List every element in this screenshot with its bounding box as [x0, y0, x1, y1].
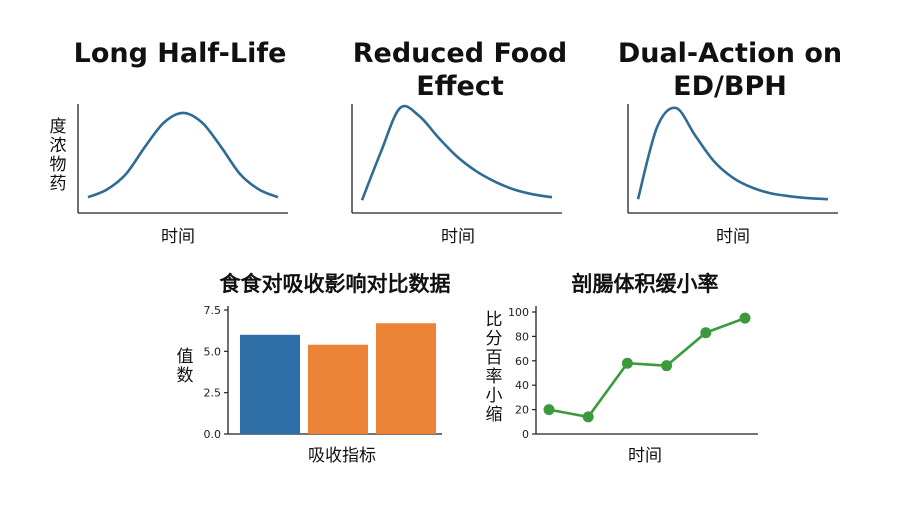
panel2-curve	[360, 104, 553, 201]
line-ytick-label: 0	[522, 428, 529, 441]
bar-chart-xlabel: 吸收指标	[308, 446, 376, 466]
bar-ytick-label: 0.0	[204, 428, 222, 441]
line-ylabel-char: 率	[485, 367, 503, 387]
bar-ytick-label: 5.0	[204, 345, 222, 358]
bar	[308, 344, 368, 434]
panel3-xlabel: 时间	[716, 227, 750, 247]
bar-chart-ylabel: 值 数	[175, 348, 195, 386]
bar-chart-title: 食食对吸收影响对比数据	[219, 272, 451, 296]
panel2-title-line1: Reduced Food	[352, 38, 568, 69]
line-ylabel-char: 比	[485, 310, 503, 330]
panel2-axes	[351, 104, 562, 214]
panel3-curve	[636, 106, 829, 201]
panel2-title: Reduced Food Effect	[330, 37, 590, 103]
panel1-axes	[77, 104, 288, 214]
bar-ytick-label: 7.5	[204, 304, 222, 317]
line-point	[661, 360, 673, 372]
line-series	[548, 316, 746, 419]
panel1-ylabel-char: 物	[49, 155, 67, 175]
panel1-title: Long Half-Life	[60, 37, 300, 70]
panel1-curve	[87, 111, 279, 199]
line-ytick-label: 60	[515, 355, 529, 368]
panel3-axes	[627, 104, 838, 214]
panel3-title-line2: ED/BPH	[673, 71, 787, 102]
line-point	[582, 411, 594, 423]
line-point	[543, 404, 555, 416]
panel1-ylabel-char: 度	[49, 117, 67, 137]
line-ylabel-char: 缩	[485, 405, 503, 425]
panel3-title-line1: Dual-Action on	[617, 38, 843, 69]
bar-ylabel-char: 数	[176, 366, 194, 386]
panel1-ylabel-char: 浓	[49, 136, 67, 156]
bar	[376, 323, 436, 434]
panel1-title-line1: Long Half-Life	[73, 38, 287, 69]
line-ylabel-char: 小	[485, 386, 503, 406]
line-ytick-label: 80	[515, 330, 529, 343]
line-ylabel-char: 百	[485, 348, 503, 368]
line-ytick-label: 20	[515, 404, 529, 417]
panel3-title: Dual-Action on ED/BPH	[600, 37, 860, 103]
line-point	[700, 327, 712, 339]
line-ylabel-char: 分	[485, 329, 503, 349]
line-point	[739, 312, 751, 324]
panel1-xlabel: 时间	[161, 227, 195, 247]
line-chart-title: 剖腸体积缓小率	[571, 272, 719, 296]
panel2-xlabel: 时间	[441, 227, 475, 247]
line-chart-xlabel: 时间	[628, 446, 662, 466]
bar-ylabel-char: 值	[176, 347, 194, 367]
line-ytick-label: 40	[515, 379, 529, 392]
panel2-title-line2: Effect	[416, 71, 504, 102]
line-point	[621, 357, 633, 369]
line-ytick-label: 100	[508, 306, 529, 319]
bar-ytick-label: 2.5	[204, 387, 222, 400]
panel1-ylabel: 度 浓 物 药	[48, 118, 68, 194]
panel1-ylabel-char: 药	[49, 174, 67, 194]
line-chart-ylabel: 比 分 百 率 小 缩	[484, 311, 504, 425]
bar	[240, 334, 300, 434]
line-chart-axes	[535, 306, 758, 435]
